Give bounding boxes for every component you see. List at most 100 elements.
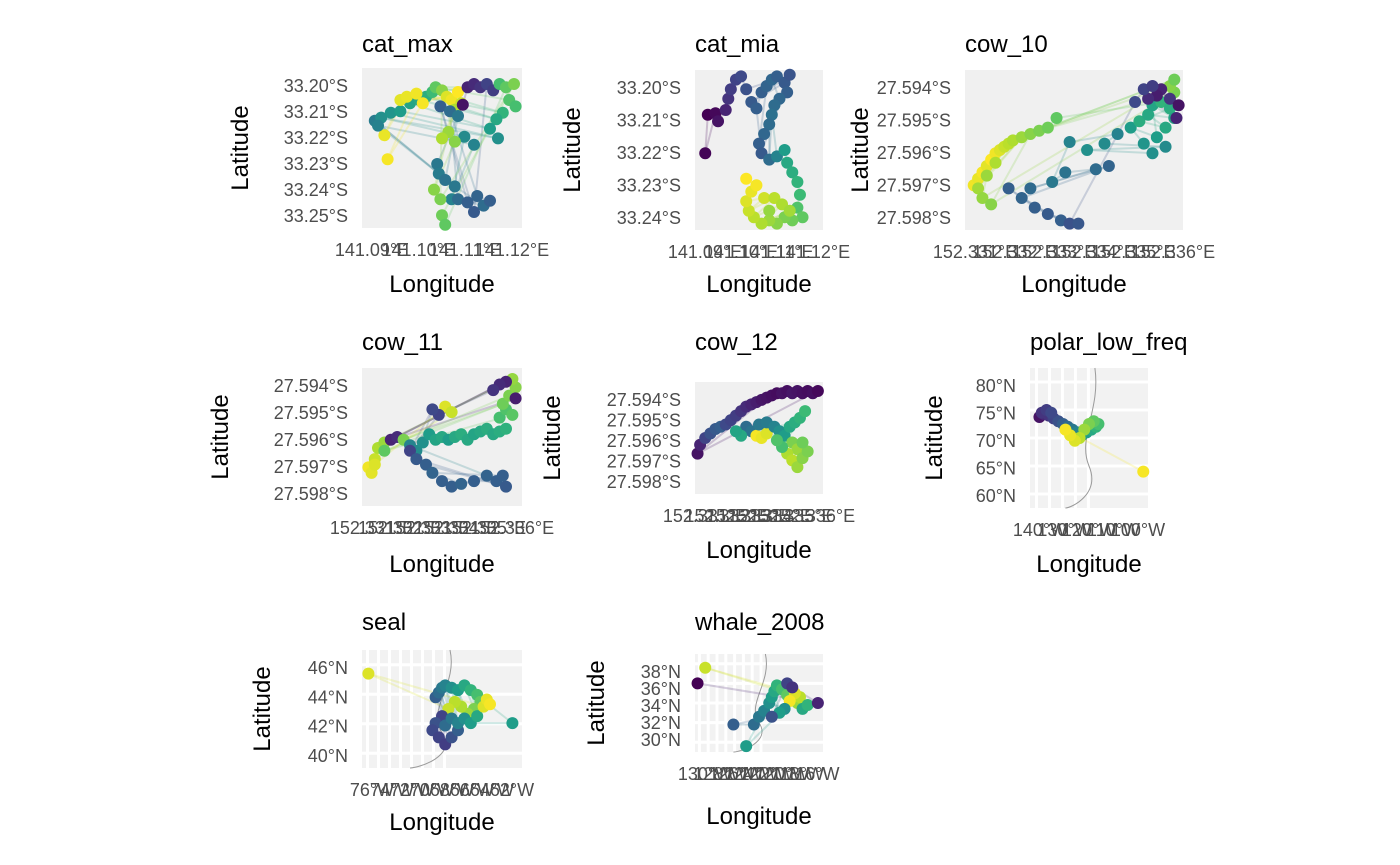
- location-point: [500, 480, 512, 493]
- location-point: [410, 87, 423, 100]
- location-point: [426, 466, 439, 479]
- x-tick-label: 130°W: [678, 764, 732, 784]
- location-point: [431, 158, 444, 170]
- x-tick-label: 70°W: [410, 780, 454, 800]
- x-tick-label: 62°W: [490, 780, 534, 800]
- location-point: [1146, 147, 1159, 160]
- location-point: [753, 137, 765, 150]
- location-point: [1015, 192, 1028, 204]
- track-segment: [1104, 142, 1166, 148]
- y-tick-label: 33.24°S: [617, 208, 681, 228]
- x-tick-label: 141.11°E: [429, 240, 502, 260]
- location-point: [1170, 112, 1183, 124]
- track-segment: [390, 111, 499, 140]
- y-axis-label: Latitude: [921, 395, 948, 480]
- location-point: [768, 99, 781, 112]
- location-point: [426, 403, 439, 416]
- location-point: [976, 192, 989, 204]
- track-segment: [1030, 168, 1097, 190]
- y-axis-label: Latitude: [539, 395, 566, 480]
- x-tick-label: 140°W: [1013, 520, 1067, 540]
- y-tick-label: 27.595°S: [274, 403, 348, 423]
- track-segment: [441, 83, 515, 216]
- y-tick-label: 33.23°S: [617, 176, 681, 196]
- panel-title: whale_2008: [694, 609, 824, 636]
- location-point: [1063, 136, 1076, 148]
- x-tick-label: 152.332°E: [358, 518, 442, 538]
- y-tick-label: 27.598°S: [607, 472, 681, 492]
- x-tick-label: 152.335°E: [442, 518, 526, 538]
- y-tick-label: 75°N: [976, 404, 1016, 424]
- location-point: [455, 477, 468, 490]
- track-segment: [433, 141, 456, 190]
- x-axis-label: Longitude: [706, 537, 811, 564]
- location-point: [778, 144, 791, 156]
- y-tick-label: 27.595°S: [877, 111, 951, 131]
- x-tick-label: 68°W: [430, 780, 474, 800]
- location-point: [1146, 80, 1159, 92]
- location-point: [448, 180, 461, 193]
- location-point: [727, 718, 740, 731]
- y-tick-label: 33.25°S: [284, 206, 348, 226]
- location-point: [468, 138, 480, 151]
- x-tick-label: 152.332°E: [972, 242, 1056, 262]
- location-point: [434, 100, 447, 113]
- x-tick-label: 120°W: [755, 764, 809, 784]
- x-tick-label: 152.336°E: [771, 506, 855, 526]
- x-tick-label: 141.09°E: [335, 240, 409, 260]
- location-point: [811, 384, 824, 397]
- track-segment: [368, 672, 484, 708]
- location-point: [750, 102, 763, 115]
- location-point: [500, 422, 512, 435]
- location-point: [1041, 208, 1054, 220]
- y-tick-label: 27.594°S: [877, 78, 951, 98]
- location-point: [742, 204, 755, 217]
- location-point: [484, 194, 496, 207]
- location-point: [783, 204, 796, 217]
- track-segment: [403, 402, 504, 441]
- x-tick-label: 122°W: [740, 764, 794, 784]
- location-point: [372, 119, 384, 132]
- track-segment: [704, 114, 709, 154]
- location-point: [445, 480, 458, 493]
- location-point: [699, 661, 712, 674]
- location-point: [1050, 112, 1063, 124]
- panel-cow-10: cow_10 27.594°S 27.595°S 27.596°S 27.597°S 27…: [847, 31, 1215, 298]
- location-point: [1111, 128, 1124, 140]
- location-point: [448, 135, 461, 148]
- location-point: [793, 188, 806, 201]
- location-point: [1081, 144, 1094, 156]
- y-tick-label: 80°N: [976, 376, 1016, 396]
- location-point: [1002, 182, 1015, 195]
- track-segment: [990, 133, 1032, 205]
- location-point: [796, 436, 809, 449]
- location-point: [1159, 140, 1172, 153]
- location-point: [416, 436, 429, 449]
- location-point: [781, 156, 794, 169]
- y-tick-label: 65°N: [976, 459, 1016, 479]
- location-point: [506, 717, 519, 730]
- location-point: [811, 697, 824, 709]
- track-segment: [390, 397, 516, 441]
- x-tick-label: 130°W: [1037, 520, 1091, 540]
- location-point: [765, 108, 778, 121]
- location-point: [724, 83, 737, 96]
- location-point: [801, 698, 814, 711]
- panel-polar-low-freq: polar_low_freq80°N75°N70°N65°N60°N140°W1…: [921, 329, 1187, 578]
- y-tick-label: 27.596°S: [274, 430, 348, 450]
- y-axis-label: Latitude: [227, 105, 254, 190]
- panel-title: cow_10: [965, 31, 1048, 58]
- y-tick-label: 30°N: [641, 730, 681, 750]
- location-point: [436, 132, 448, 145]
- x-tick-label: 152.331°E: [663, 506, 747, 526]
- location-point: [719, 104, 732, 116]
- location-point: [712, 115, 725, 128]
- y-tick-label: 27.594°S: [274, 376, 348, 396]
- y-tick-label: 42°N: [308, 717, 348, 737]
- track-segment: [444, 115, 459, 181]
- location-point: [1045, 406, 1058, 419]
- x-tick-label: 141.11°E: [741, 242, 814, 262]
- panel-seal: seal 46°N 44°N 42°N 40°N76°W74°W72°W70°W68°W…: [249, 609, 534, 836]
- y-tick-label: 27.594°S: [607, 390, 681, 410]
- location-point: [763, 118, 776, 131]
